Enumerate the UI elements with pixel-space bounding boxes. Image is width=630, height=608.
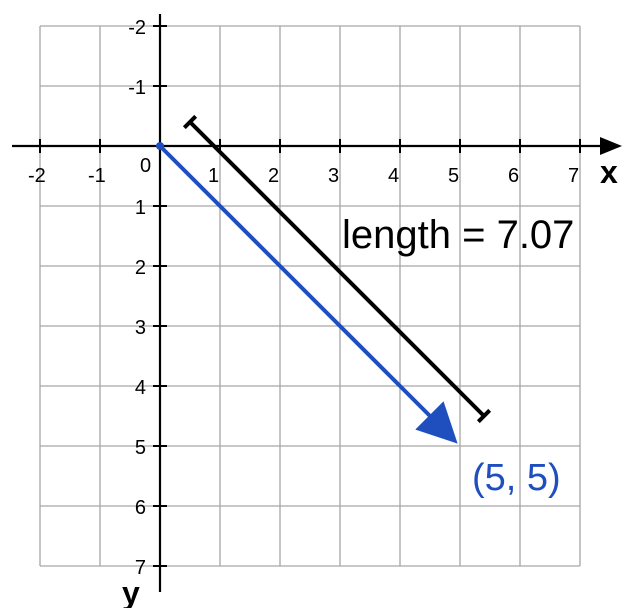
x-axis-arrow-icon bbox=[600, 137, 622, 155]
axes bbox=[12, 14, 622, 592]
endpoint-label: (5, 5) bbox=[472, 457, 561, 499]
x-tick-label: 6 bbox=[508, 165, 519, 187]
x-tick-label: 4 bbox=[388, 165, 399, 187]
x-tick-label: 1 bbox=[208, 165, 219, 187]
vector-arrow bbox=[158, 144, 458, 444]
y-tick-label: 5 bbox=[135, 437, 146, 459]
length-label: length = 7.07 bbox=[342, 213, 574, 257]
x-tick-label: 5 bbox=[448, 165, 459, 187]
length-bar bbox=[182, 114, 492, 424]
x-tick-label: 7 bbox=[568, 165, 579, 187]
x-tick-label: -2 bbox=[28, 165, 46, 187]
y-tick-label: -1 bbox=[128, 77, 146, 99]
x-tick-label: 2 bbox=[268, 165, 279, 187]
length-bar-start-cap bbox=[182, 114, 198, 130]
y-tick-label: 6 bbox=[135, 497, 146, 519]
y-tick-label: 4 bbox=[135, 377, 146, 399]
length-bar-end-cap bbox=[476, 408, 492, 424]
vector bbox=[156, 142, 458, 444]
x-ticks: -2 -1 1 2 3 4 5 6 7 bbox=[28, 139, 581, 187]
y-tick-label: 1 bbox=[135, 197, 146, 219]
vector-origin-dot bbox=[156, 142, 164, 150]
y-tick-label: 7 bbox=[135, 557, 146, 579]
y-tick-label: 3 bbox=[135, 317, 146, 339]
y-axis-title: y bbox=[122, 575, 140, 608]
x-tick-label: 3 bbox=[328, 165, 339, 187]
origin-label: 0 bbox=[140, 155, 151, 177]
y-tick-label: -2 bbox=[128, 17, 146, 39]
y-tick-label: 2 bbox=[135, 257, 146, 279]
y-ticks: -2 -1 1 2 3 4 5 6 7 bbox=[128, 17, 167, 579]
x-axis-title: x bbox=[600, 154, 618, 190]
length-bar-line bbox=[188, 120, 486, 418]
x-tick-label: -1 bbox=[88, 165, 106, 187]
